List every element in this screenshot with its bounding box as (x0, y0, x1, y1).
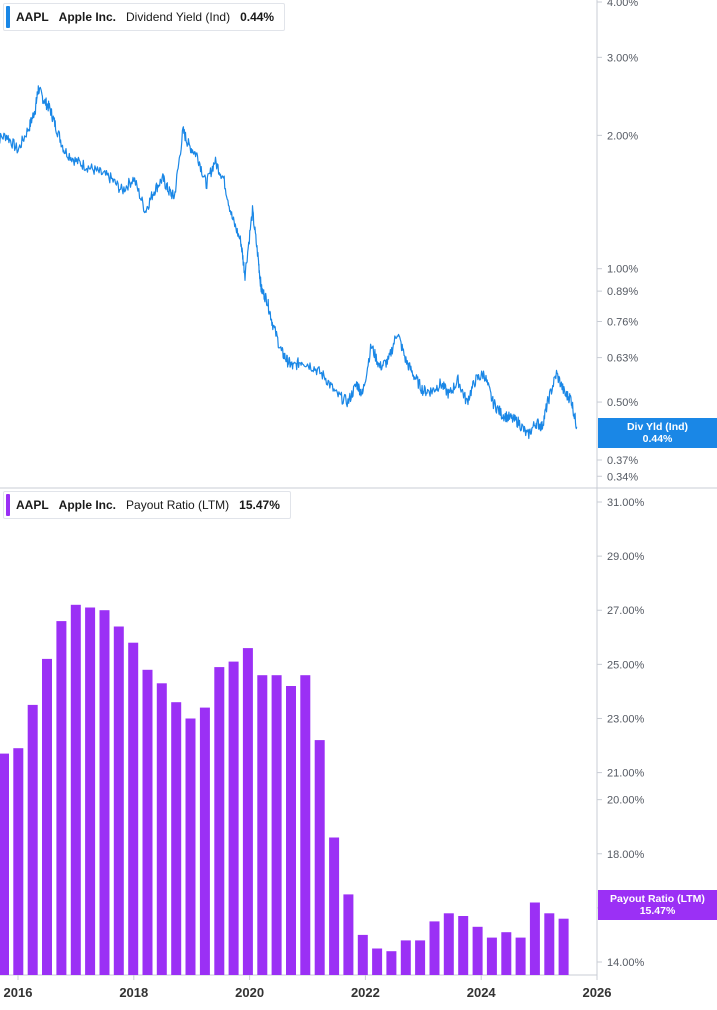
payout-bar (286, 686, 296, 975)
payout-bar (343, 894, 354, 975)
yield-tick-label: 1.00% (607, 264, 638, 276)
payout-tick-label: 27.00% (607, 605, 645, 617)
yield-legend-name: Apple Inc. (58, 10, 117, 24)
tick-layer: 4.00% 3.00% 2.00% 1.00% 0.89% 0.76% 0.63% 0.50%… (4, 0, 645, 1000)
payout-bar (85, 607, 96, 975)
payout-legend-value: 15.47% (239, 498, 280, 512)
payout-bar (13, 748, 24, 975)
payout-bar (529, 902, 540, 975)
payout-legend-swatch (6, 494, 10, 516)
payout-tick-label: 21.00% (607, 768, 645, 780)
payout-tick-label: 23.00% (607, 713, 645, 725)
payout-bar (429, 921, 440, 975)
x-tick-label: 2026 (583, 985, 612, 1000)
payout-bar (228, 661, 239, 975)
yield-tag-label: Div Yld (Ind) (626, 421, 689, 433)
payout-bar (501, 932, 512, 975)
payout-bar (128, 642, 139, 975)
payout-bar (443, 913, 454, 975)
payout-legend-name: Apple Inc. (58, 498, 117, 512)
payout-bar (472, 926, 483, 975)
payout-bar (257, 675, 268, 975)
payout-bar (458, 916, 469, 975)
payout-legend[interactable]: AAPL Apple Inc. Payout Ratio (LTM) 15.47… (3, 491, 291, 519)
yield-series-line (0, 85, 578, 440)
x-tick-label: 2020 (235, 985, 264, 1000)
payout-bar-layer (0, 604, 569, 975)
yield-tick-label: 0.76% (607, 317, 638, 329)
payout-bar (300, 675, 311, 975)
x-tick-label: 2018 (119, 985, 148, 1000)
payout-bar (199, 707, 210, 975)
yield-tick-label: 0.50% (607, 397, 638, 409)
payout-bar (415, 940, 426, 975)
yield-legend-value: 0.44% (240, 10, 275, 24)
payout-tag-value: 15.47% (639, 905, 676, 917)
payout-bar (314, 740, 325, 975)
payout-bar (42, 658, 52, 975)
payout-bar (171, 702, 182, 975)
yield-value-tag: Div Yld (Ind) 0.44% (598, 418, 717, 448)
payout-bar (56, 621, 67, 975)
payout-bar (0, 753, 9, 975)
yield-tick-label: 0.37% (607, 455, 638, 467)
yield-legend-swatch (6, 6, 10, 28)
payout-bar (113, 626, 124, 975)
yield-tick-label: 2.00% (607, 130, 638, 142)
payout-value-tag: Payout Ratio (LTM) 15.47% (598, 890, 717, 920)
payout-legend-ticker: AAPL (16, 498, 49, 512)
yield-tick-label: 3.00% (607, 52, 638, 64)
yield-legend[interactable]: AAPL Apple Inc. Dividend Yield (Ind) 0.4… (3, 3, 286, 31)
yield-tick-label: 0.89% (607, 286, 638, 298)
yield-tick-label: 4.00% (607, 0, 638, 9)
payout-bar (99, 610, 110, 975)
payout-bar (357, 934, 368, 975)
payout-bar (386, 951, 397, 975)
payout-bar (214, 667, 225, 975)
payout-tick-label: 14.00% (607, 957, 645, 969)
payout-tick-label: 18.00% (607, 849, 645, 861)
payout-tick-label: 20.00% (607, 795, 645, 807)
payout-tick-label: 31.00% (607, 497, 645, 509)
payout-tick-label: 25.00% (607, 659, 645, 671)
yield-legend-ticker: AAPL (16, 10, 49, 24)
x-tick-label: 2024 (467, 985, 497, 1000)
yield-line-layer (0, 85, 578, 440)
x-tick-label: 2022 (351, 985, 380, 1000)
payout-tick-label: 29.00% (607, 551, 645, 563)
payout-bar (271, 675, 282, 975)
yield-legend-metric: Dividend Yield (Ind) (126, 10, 231, 24)
payout-bar (329, 837, 340, 975)
yield-tick-label: 0.34% (607, 471, 638, 483)
payout-bar (242, 648, 253, 975)
payout-bar (27, 704, 38, 975)
payout-tag-label: Payout Ratio (LTM) (610, 893, 705, 905)
payout-bar (142, 669, 153, 975)
payout-bar (372, 948, 383, 975)
payout-bar (558, 918, 569, 975)
payout-bar (156, 683, 167, 975)
payout-bar (70, 604, 81, 975)
payout-bar (486, 937, 497, 975)
payout-bar (515, 937, 526, 975)
yield-tag-value: 0.44% (642, 433, 673, 445)
payout-bar (185, 718, 196, 975)
payout-bar (400, 940, 411, 975)
yield-tick-label: 0.63% (607, 353, 638, 365)
x-tick-label: 2016 (4, 985, 33, 1000)
payout-legend-metric: Payout Ratio (LTM) (126, 498, 230, 512)
payout-bar (544, 913, 555, 975)
